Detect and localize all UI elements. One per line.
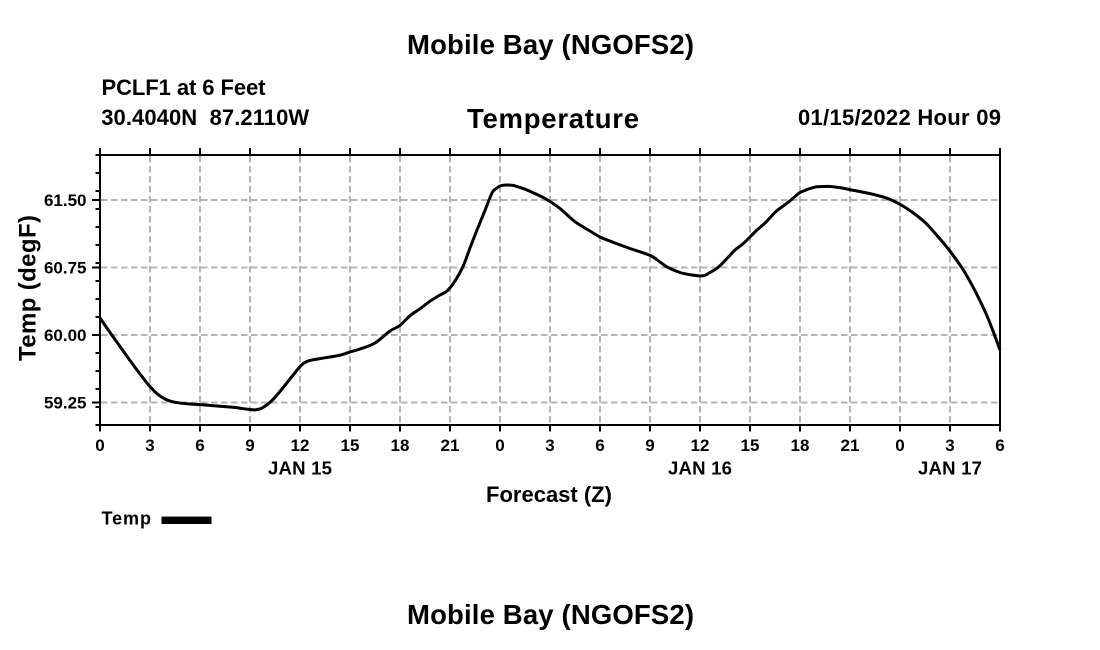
svg-text:21: 21 bbox=[841, 436, 860, 455]
svg-text:12: 12 bbox=[691, 436, 710, 455]
svg-text:3: 3 bbox=[145, 436, 154, 455]
svg-text:15: 15 bbox=[741, 436, 760, 455]
svg-text:15: 15 bbox=[341, 436, 360, 455]
svg-text:18: 18 bbox=[791, 436, 810, 455]
svg-text:30.4040N 87.2110W: 30.4040N 87.2110W bbox=[101, 105, 309, 130]
svg-text:Mobile Bay (NGOFS2): Mobile Bay (NGOFS2) bbox=[407, 599, 694, 630]
svg-text:0: 0 bbox=[895, 436, 904, 455]
svg-text:0: 0 bbox=[95, 436, 104, 455]
svg-text:6: 6 bbox=[195, 436, 204, 455]
svg-text:PCLF1 at 6 Feet: PCLF1 at 6 Feet bbox=[102, 75, 267, 100]
svg-text:Temperature: Temperature bbox=[467, 103, 639, 134]
svg-text:3: 3 bbox=[945, 436, 954, 455]
svg-text:18: 18 bbox=[391, 436, 410, 455]
svg-text:60.00: 60.00 bbox=[44, 326, 87, 345]
svg-text:Temp: Temp bbox=[102, 509, 152, 529]
svg-text:9: 9 bbox=[245, 436, 254, 455]
svg-text:Temp (degF): Temp (degF) bbox=[15, 215, 42, 361]
svg-text:0: 0 bbox=[495, 436, 504, 455]
svg-text:Forecast (Z): Forecast (Z) bbox=[486, 482, 612, 507]
svg-text:Mobile Bay (NGOFS2): Mobile Bay (NGOFS2) bbox=[407, 29, 694, 60]
svg-text:59.25: 59.25 bbox=[44, 394, 87, 413]
svg-text:6: 6 bbox=[595, 436, 604, 455]
svg-text:JAN 17: JAN 17 bbox=[918, 457, 982, 478]
svg-text:JAN 15: JAN 15 bbox=[268, 457, 332, 478]
svg-text:9: 9 bbox=[645, 436, 654, 455]
svg-text:60.75: 60.75 bbox=[44, 259, 87, 278]
svg-text:12: 12 bbox=[291, 436, 310, 455]
svg-text:3: 3 bbox=[545, 436, 554, 455]
svg-text:61.50: 61.50 bbox=[44, 191, 87, 210]
svg-text:6: 6 bbox=[995, 436, 1004, 455]
svg-text:01/15/2022 Hour 09: 01/15/2022 Hour 09 bbox=[798, 105, 1001, 130]
svg-text:21: 21 bbox=[441, 436, 460, 455]
svg-text:JAN 16: JAN 16 bbox=[668, 457, 732, 478]
